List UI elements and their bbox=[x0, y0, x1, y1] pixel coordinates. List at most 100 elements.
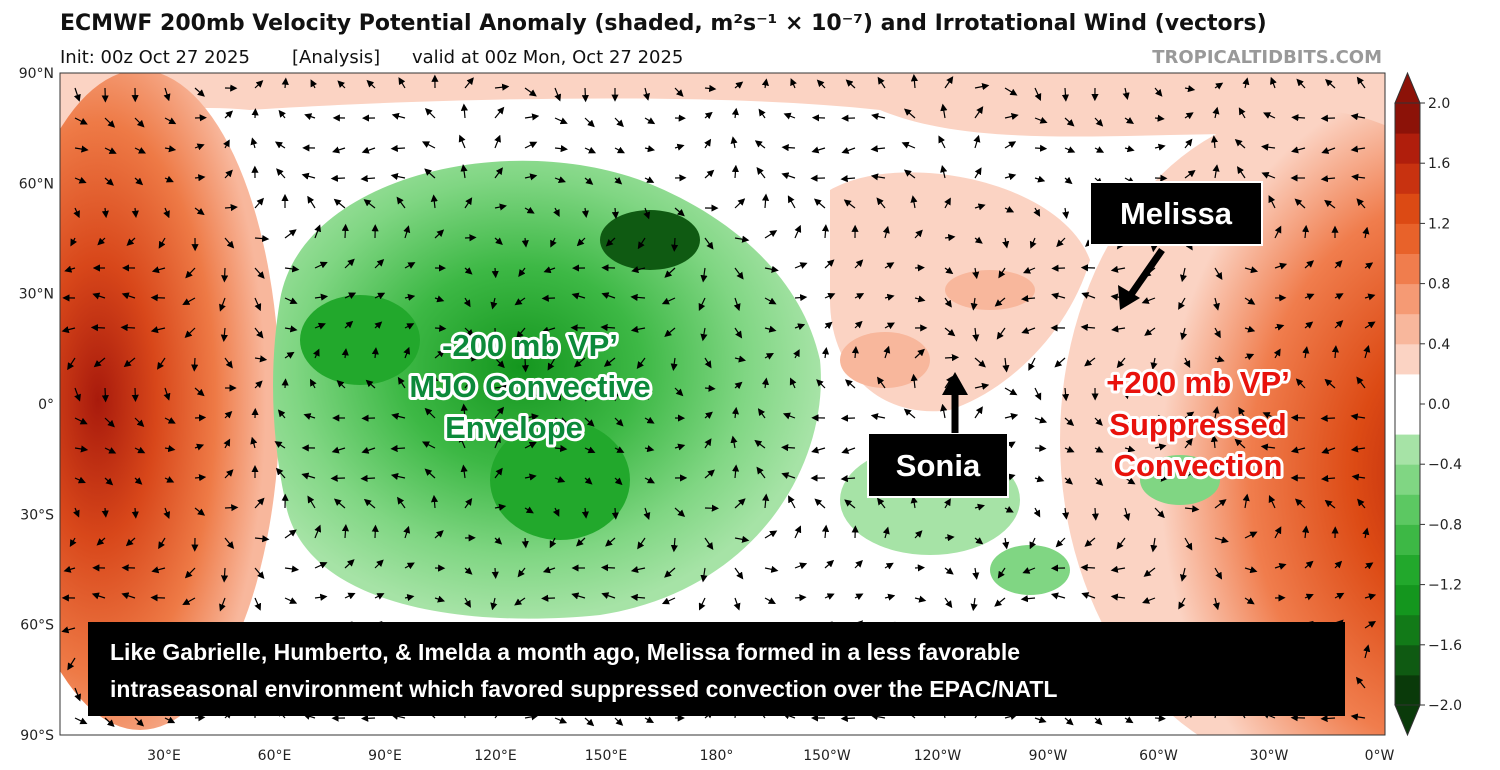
wind-vector bbox=[781, 144, 796, 152]
mjo-line: MJO Convective bbox=[409, 369, 650, 404]
wind-vector bbox=[781, 172, 796, 180]
wind-vector bbox=[73, 87, 81, 102]
wind-vector bbox=[404, 293, 416, 301]
colorbar-tick-label: −1.6 bbox=[1428, 638, 1462, 654]
wind-vector bbox=[704, 138, 712, 149]
wind-vector bbox=[1324, 378, 1336, 389]
wind-vector bbox=[704, 169, 715, 179]
wind-vector bbox=[1350, 413, 1366, 421]
wind-vector bbox=[1056, 237, 1066, 248]
wind-vector bbox=[460, 464, 468, 479]
colorbar-band bbox=[1395, 554, 1420, 586]
wind-vector bbox=[970, 297, 978, 311]
wind-vector bbox=[194, 143, 205, 151]
wind-vector bbox=[1022, 266, 1036, 274]
wind-vector bbox=[854, 259, 864, 269]
wind-vector bbox=[460, 403, 468, 419]
melissa-arrow bbox=[1127, 248, 1165, 298]
wind-vector bbox=[851, 346, 859, 359]
lon-label: 30°E bbox=[147, 748, 181, 764]
wind-vector bbox=[224, 504, 239, 512]
wind-vector bbox=[581, 87, 589, 103]
wind-vector bbox=[1304, 321, 1314, 329]
wind-vector bbox=[494, 83, 510, 91]
wind-vector bbox=[397, 376, 406, 389]
colorbar-extend-low bbox=[1394, 704, 1421, 737]
wind-vector bbox=[464, 197, 473, 209]
wind-vector bbox=[464, 567, 473, 575]
wind-vector bbox=[643, 507, 651, 520]
wind-vector bbox=[151, 566, 166, 574]
wind-vector bbox=[1034, 416, 1048, 424]
wind-vector bbox=[1094, 146, 1105, 153]
wind-vector bbox=[973, 134, 981, 149]
wind-vector bbox=[661, 297, 676, 305]
wind-vector bbox=[1351, 173, 1366, 181]
wind-vector bbox=[120, 324, 136, 332]
wind-vector bbox=[573, 357, 586, 368]
wind-vector bbox=[1356, 76, 1366, 89]
wind-vector bbox=[644, 416, 655, 424]
wind-vector bbox=[843, 199, 856, 209]
wind-vector bbox=[1064, 176, 1073, 185]
wind-vector bbox=[101, 387, 109, 403]
wind-vector bbox=[1238, 107, 1246, 119]
wind-vector bbox=[390, 444, 406, 453]
wind-vector bbox=[494, 203, 507, 211]
wind-vector bbox=[254, 380, 263, 389]
wind-vector bbox=[194, 474, 207, 482]
wind-vector bbox=[1150, 537, 1158, 553]
wind-vector bbox=[1364, 262, 1374, 270]
wind-vector bbox=[344, 592, 356, 600]
wind-vector bbox=[782, 412, 796, 420]
wind-vector bbox=[844, 379, 856, 389]
wind-vector bbox=[910, 195, 918, 209]
wind-vector bbox=[910, 495, 918, 509]
wind-vector bbox=[284, 529, 297, 539]
wind-vector bbox=[163, 507, 171, 520]
wind-vector bbox=[704, 537, 714, 550]
wind-vector bbox=[517, 567, 526, 578]
wind-vector bbox=[1004, 173, 1017, 181]
wind-vector bbox=[164, 716, 176, 724]
wind-vector bbox=[314, 562, 328, 569]
wind-vector bbox=[464, 267, 473, 275]
wind-vector bbox=[96, 537, 106, 546]
wind-vector bbox=[994, 597, 1006, 607]
colorbar-band bbox=[1395, 313, 1420, 345]
wind-vector bbox=[854, 293, 865, 300]
wind-vector bbox=[1334, 260, 1343, 269]
wind-vector bbox=[1184, 170, 1196, 179]
wind-vector bbox=[764, 265, 779, 273]
wind-vector bbox=[1295, 378, 1306, 389]
wind-vector bbox=[1141, 297, 1156, 304]
colorbar-tick-label: 0.4 bbox=[1428, 337, 1450, 353]
wind-vector bbox=[72, 507, 80, 518]
wind-vector bbox=[581, 507, 589, 519]
wind-vector bbox=[614, 146, 625, 154]
wind-vector bbox=[554, 117, 568, 125]
wind-vector bbox=[840, 474, 856, 483]
wind-vector bbox=[734, 535, 750, 543]
wind-vector bbox=[163, 87, 171, 102]
wind-vector bbox=[1234, 438, 1246, 449]
colorbar-band bbox=[1395, 283, 1420, 315]
wind-vector bbox=[870, 413, 886, 421]
wind-vector bbox=[67, 357, 76, 371]
wind-vector bbox=[998, 267, 1006, 279]
wind-vector bbox=[224, 203, 238, 212]
wind-vector bbox=[1029, 537, 1037, 550]
wind-vector bbox=[254, 535, 270, 543]
wind-vector bbox=[1091, 507, 1099, 521]
wind-vector bbox=[101, 507, 109, 518]
wind-vector bbox=[704, 357, 712, 369]
lat-label: 60°N bbox=[19, 176, 54, 192]
wind-vector bbox=[542, 566, 556, 574]
wind-vector bbox=[700, 267, 708, 283]
wind-vector bbox=[150, 326, 166, 334]
wind-vector bbox=[1061, 387, 1070, 402]
wind-vector bbox=[391, 112, 406, 120]
wind-vector bbox=[1034, 716, 1047, 724]
suppressed-line: +200 mb VP’ bbox=[1106, 365, 1290, 400]
wind-vector bbox=[914, 348, 925, 359]
